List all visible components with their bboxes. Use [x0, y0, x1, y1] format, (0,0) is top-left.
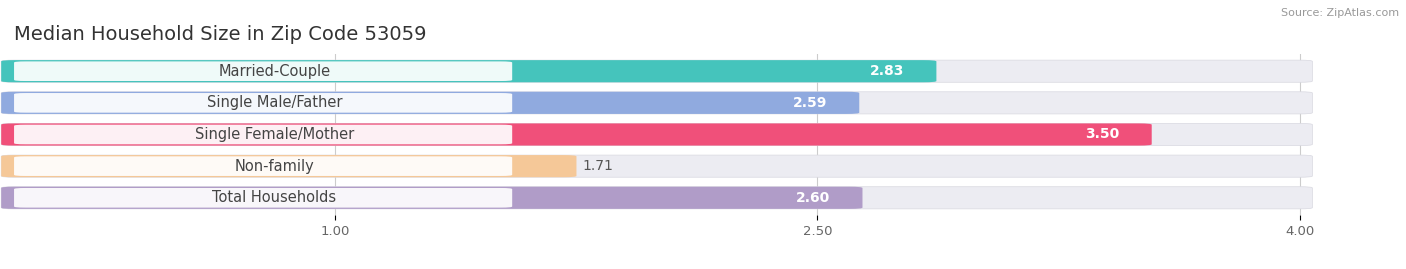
FancyBboxPatch shape	[1, 155, 1312, 177]
Text: Single Female/Mother: Single Female/Mother	[195, 127, 354, 142]
FancyBboxPatch shape	[1, 155, 576, 177]
Text: Single Male/Father: Single Male/Father	[207, 95, 342, 110]
Text: Non-family: Non-family	[235, 159, 315, 174]
Text: 2.83: 2.83	[870, 64, 904, 78]
Text: 2.60: 2.60	[796, 191, 831, 205]
FancyBboxPatch shape	[1, 92, 859, 114]
FancyBboxPatch shape	[1, 187, 1312, 209]
Text: 3.50: 3.50	[1085, 128, 1119, 141]
FancyBboxPatch shape	[14, 125, 512, 144]
FancyBboxPatch shape	[1, 92, 1312, 114]
Text: Source: ZipAtlas.com: Source: ZipAtlas.com	[1281, 8, 1399, 18]
Text: Married-Couple: Married-Couple	[218, 64, 330, 79]
FancyBboxPatch shape	[14, 156, 512, 176]
FancyBboxPatch shape	[14, 61, 512, 81]
FancyBboxPatch shape	[1, 187, 862, 209]
FancyBboxPatch shape	[1, 60, 936, 82]
Text: 1.71: 1.71	[583, 159, 614, 173]
Text: 2.59: 2.59	[793, 96, 827, 110]
FancyBboxPatch shape	[1, 123, 1152, 146]
FancyBboxPatch shape	[1, 60, 1312, 82]
FancyBboxPatch shape	[14, 93, 512, 113]
FancyBboxPatch shape	[1, 123, 1312, 146]
Text: Total Households: Total Households	[212, 190, 336, 205]
Text: Median Household Size in Zip Code 53059: Median Household Size in Zip Code 53059	[14, 25, 426, 44]
FancyBboxPatch shape	[14, 188, 512, 208]
